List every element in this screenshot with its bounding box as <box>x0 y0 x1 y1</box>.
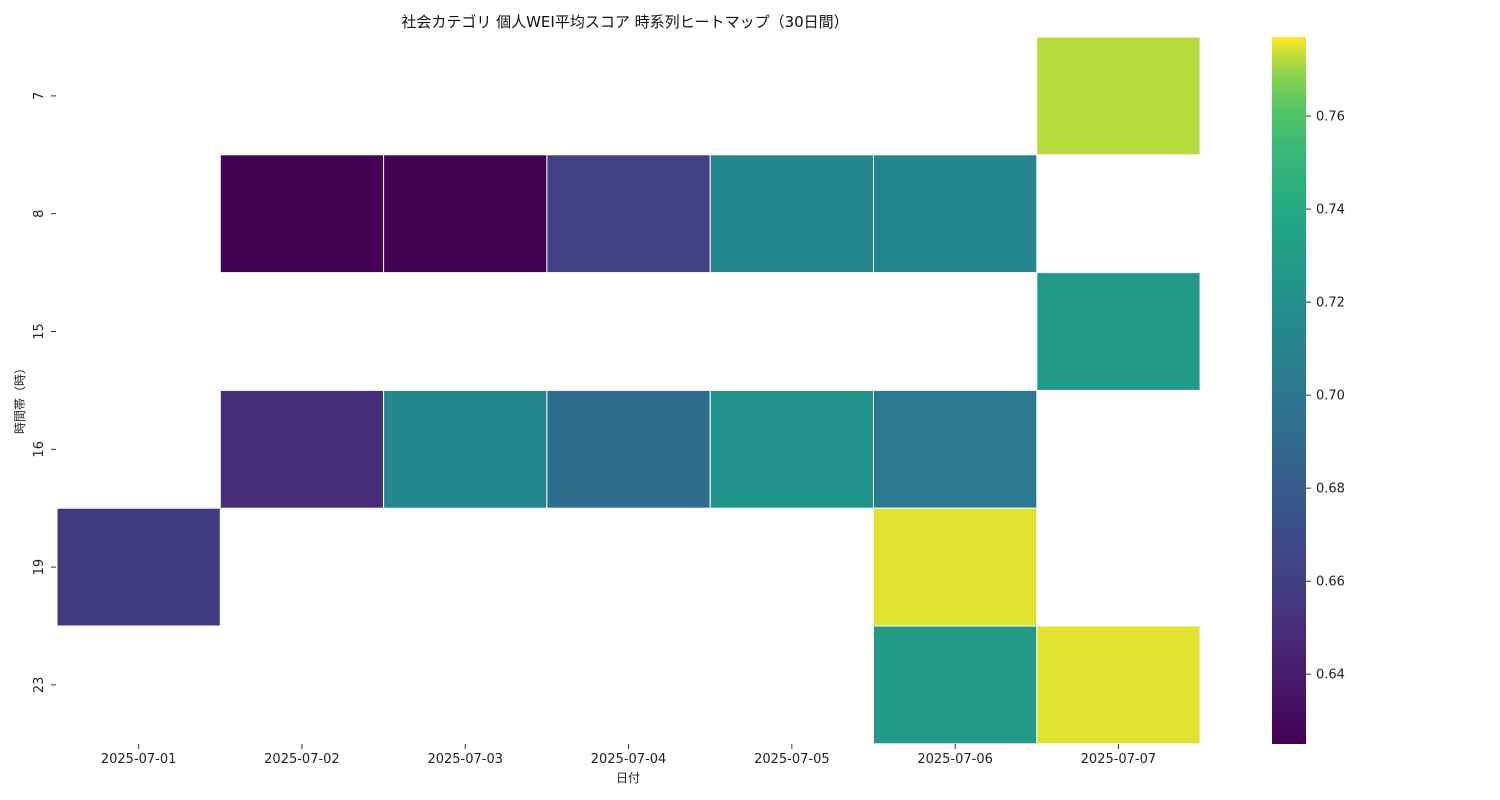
heatmap-cells <box>56 36 1201 745</box>
heatmap-cell <box>873 389 1038 509</box>
y-axis-label: 時間帯（時） <box>13 362 27 434</box>
colorbar-tick-label: 0.66 <box>1316 575 1345 590</box>
x-axis-ticks: 2025-07-01 2025-07-02 2025-07-03 2025-07-04… <box>101 744 1156 767</box>
colorbar-tick-label: 0.74 <box>1316 203 1345 218</box>
x-tick-label: 2025-07-02 <box>264 752 340 767</box>
y-tick-label: 19 <box>32 559 47 576</box>
heatmap-cell <box>1036 272 1201 391</box>
y-axis-ticks: 7 8 15 16 19 23 <box>32 92 56 693</box>
x-tick-label: 2025-07-05 <box>754 752 830 767</box>
y-tick-label: 8 <box>32 210 47 218</box>
colorbar-tick-label: 0.72 <box>1316 296 1345 311</box>
heatmap-cell <box>873 625 1038 745</box>
heatmap-cell <box>873 507 1038 627</box>
x-tick-label: 2025-07-01 <box>101 752 177 767</box>
colorbar <box>1272 37 1306 744</box>
colorbar-tick-label: 0.76 <box>1316 110 1345 125</box>
y-tick-label: 7 <box>32 92 47 100</box>
heatmap-cell <box>383 154 548 274</box>
x-tick-label: 2025-07-06 <box>917 752 993 767</box>
colorbar-tick-label: 0.68 <box>1316 482 1345 497</box>
colorbar-tick-label: 0.64 <box>1316 668 1345 683</box>
heatmap-cell <box>1036 625 1201 745</box>
x-tick-label: 2025-07-03 <box>427 752 503 767</box>
y-tick-label: 16 <box>32 441 47 458</box>
heatmap-cell <box>546 154 711 274</box>
chart-title: 社会カテゴリ 個人WEI平均スコア 時系列ヒートマップ（30日間） <box>401 13 848 31</box>
x-axis-label: 日付 <box>616 771 640 785</box>
y-tick-label: 23 <box>32 677 47 694</box>
heatmap-cell <box>1036 36 1201 156</box>
heatmap-cell <box>219 389 385 509</box>
x-tick-label: 2025-07-07 <box>1081 752 1157 767</box>
heatmap-cell <box>546 389 711 509</box>
heatmap-cell <box>873 154 1038 274</box>
heatmap-cell <box>709 154 875 274</box>
x-tick-label: 2025-07-04 <box>591 752 667 767</box>
colorbar-tick-label: 0.70 <box>1316 389 1345 404</box>
colorbar-ticks: 0.64 0.66 0.68 0.70 0.72 0.74 0.76 <box>1306 110 1345 683</box>
heatmap-cell <box>383 389 548 509</box>
heatmap-cell <box>709 389 875 509</box>
heatmap-cell <box>219 154 385 274</box>
heatmap-cell <box>56 507 221 627</box>
y-tick-label: 15 <box>32 323 47 340</box>
